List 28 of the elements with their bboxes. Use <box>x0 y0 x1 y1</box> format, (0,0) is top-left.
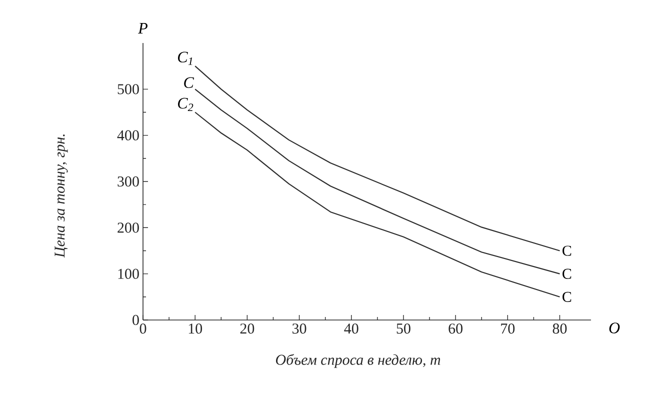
y-tick-label: 0 <box>132 314 139 326</box>
y-tick-label: 300 <box>118 176 139 187</box>
annotation: C <box>562 292 572 302</box>
x-tick-label: 50 <box>396 324 410 334</box>
text: P <box>138 22 148 34</box>
series-label: C <box>184 77 194 88</box>
x-tick-label: 70 <box>501 324 515 334</box>
line-series <box>194 112 560 298</box>
y-tick-label: 500 <box>118 84 139 94</box>
line-series <box>194 66 560 252</box>
annotation: C <box>562 246 572 256</box>
y-axis-title: Цена за тонну, грн. <box>54 134 68 258</box>
y-tick-label: 200 <box>118 222 139 233</box>
series-label: C$_{1}$ <box>178 52 192 65</box>
x-tick-label: 30 <box>292 324 306 334</box>
y-tick-label: 400 <box>117 130 139 140</box>
y-tick-label: 100 <box>118 268 139 279</box>
annotation: C <box>562 268 572 279</box>
x-tick-label: 10 <box>188 324 202 334</box>
x-tick-label: 60 <box>448 324 462 334</box>
x-tick-label: 40 <box>344 324 358 334</box>
series-label: C$_{2}$ <box>178 98 194 112</box>
text: O <box>609 322 620 334</box>
x-axis-title: Объем спроса в неделю, т <box>276 354 440 368</box>
x-tick-label: 80 <box>552 324 567 334</box>
x-tick-label: 0 <box>140 324 146 334</box>
line-series <box>194 88 560 274</box>
x-tick-label: 20 <box>240 324 254 334</box>
